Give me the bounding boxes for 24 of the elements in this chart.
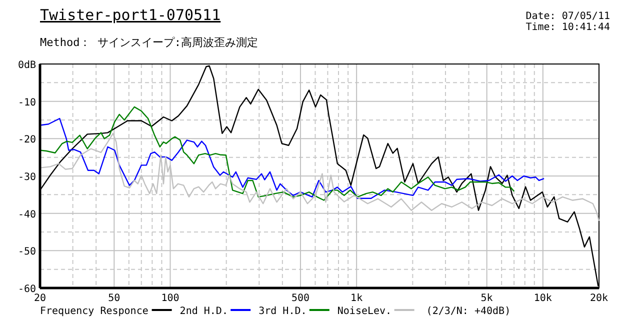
x-tick-label: 20: [34, 293, 46, 304]
x-tick-label: 500: [291, 293, 310, 304]
y-tick-label: 0dB: [18, 60, 36, 71]
chart-subtitle: Method： サインスイープ:高周波歪み測定: [40, 36, 258, 49]
text: Time: 10:41:44: [526, 22, 610, 33]
x-tick-label: 100: [161, 293, 180, 304]
y-tick-label: -50: [18, 246, 36, 258]
y-tick-label: -10: [18, 97, 36, 108]
text: (2/3/N: +40dB): [426, 306, 511, 317]
y-tick-label: -40: [18, 209, 36, 220]
x-tick-label: 1k: [350, 293, 363, 304]
legend-label: 3rd H.D.: [258, 306, 307, 317]
x-tick-label: 50: [108, 293, 120, 304]
y-tick-label: -20: [18, 134, 36, 146]
text: Date: 07/05/11: [526, 11, 610, 22]
x-tick-label: 5k: [480, 293, 493, 304]
x-tick-label: 20k: [590, 293, 608, 304]
x-tick-label: 10k: [534, 293, 552, 304]
chart-title: Twister-port1-070511: [40, 6, 221, 24]
y-tick-label: -60: [18, 284, 36, 295]
legend-label: 2nd H.D.: [180, 306, 228, 317]
legend-label: Frequency Responce: [40, 306, 148, 317]
y-tick-label: -30: [18, 172, 36, 183]
legend-label: NoiseLev.: [337, 306, 392, 317]
